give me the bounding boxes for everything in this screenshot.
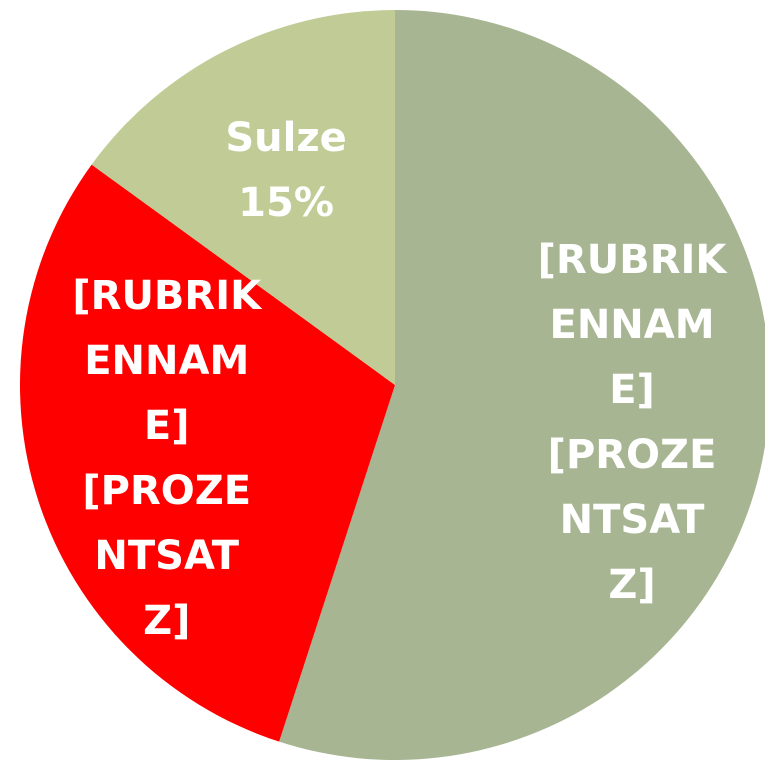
category-label: [RUBRIKENNAME] xyxy=(537,236,727,413)
slice-label: [RUBRIKENNAME] [PROZENTSATZ] xyxy=(537,228,727,618)
value-label: 15% xyxy=(238,180,334,227)
slice-label: [RUBRIKENNAME] [PROZENTSATZ] xyxy=(72,264,262,654)
pie-slice xyxy=(19,164,395,742)
value-label: [PROZENTSATZ] xyxy=(547,431,717,608)
category-label: Sulze xyxy=(225,115,347,162)
slice-label: Sulze 15% xyxy=(191,106,381,236)
pie-slice xyxy=(91,10,396,385)
pie-slice xyxy=(279,10,765,760)
category-label: [RUBRIKENNAME] xyxy=(72,273,262,450)
value-label: [PROZENTSATZ] xyxy=(82,468,252,645)
